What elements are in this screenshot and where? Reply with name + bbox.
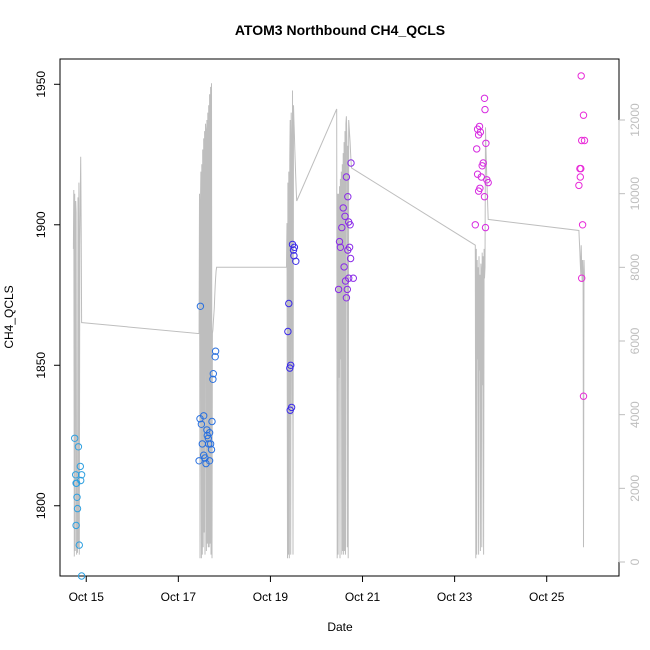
data-point (479, 159, 487, 167)
data-point (577, 72, 585, 80)
y-axis: 1800 1850 1900 1950 (34, 71, 61, 519)
data-point (346, 221, 354, 229)
data-point (342, 294, 351, 302)
data-point (209, 370, 218, 378)
chart-title: ATOM3 Northbound CH4_QCLS (235, 22, 445, 38)
data-point (77, 471, 86, 479)
data-point (339, 204, 347, 212)
x-tick-label: Oct 25 (529, 590, 565, 604)
data-point (577, 164, 585, 173)
data-point (580, 136, 589, 145)
data-point (578, 221, 587, 229)
y2-tick-label: 0 (628, 558, 642, 565)
data-point (284, 327, 292, 336)
data-point (200, 412, 208, 420)
data-point (484, 178, 492, 187)
data-point (345, 274, 353, 282)
data-point (205, 440, 213, 448)
y-axis-right: 0 2000 4000 6000 8000 10000 12000 (618, 103, 642, 565)
data-point (73, 493, 81, 501)
data-point (207, 445, 216, 454)
data-point (343, 285, 351, 294)
data-point (471, 221, 479, 229)
data-point (77, 476, 85, 485)
data-point (76, 462, 85, 471)
x-tick-label: Oct 17 (161, 590, 197, 604)
data-point (285, 299, 293, 308)
data-point (346, 254, 355, 263)
data-point (475, 122, 484, 131)
data-point (77, 572, 86, 580)
data-point (206, 440, 215, 448)
data-point (579, 111, 588, 119)
y-tick-label: 1850 (34, 352, 48, 379)
data-point (205, 457, 214, 465)
data-point (344, 193, 352, 201)
data-point (211, 347, 220, 355)
data-point (576, 173, 584, 181)
y2-tick-label: 10000 (628, 177, 642, 211)
data-point (72, 471, 80, 479)
data-point (473, 145, 481, 153)
data-point (336, 243, 345, 252)
data-point (71, 434, 79, 442)
data-point (72, 521, 80, 530)
data-point (575, 181, 583, 190)
data-point (205, 429, 214, 437)
data-point (341, 212, 349, 221)
data-point (578, 274, 586, 282)
data-point (287, 361, 295, 369)
x-tick-label: Oct 23 (437, 590, 473, 604)
altitude-track (72, 83, 585, 559)
y2-tick-label: 2000 (628, 475, 642, 502)
y2-tick-label: 12000 (628, 103, 642, 137)
data-point (335, 237, 344, 246)
y-tick-label: 1900 (34, 211, 48, 238)
data-point (342, 173, 351, 181)
data-point (211, 353, 219, 361)
data-points (71, 72, 589, 580)
data-point (578, 136, 586, 145)
data-point (74, 443, 83, 451)
data-point (482, 139, 490, 148)
altitude-line (72, 83, 585, 559)
data-point (334, 285, 343, 294)
data-point (579, 392, 588, 400)
data-point (481, 223, 490, 232)
y-tick-label: 1950 (34, 71, 48, 98)
y-axis-label: CH4_QCLS (2, 285, 16, 348)
data-point (209, 375, 217, 383)
data-point (481, 105, 489, 114)
x-tick-label: Oct 19 (253, 590, 289, 604)
data-point (476, 184, 484, 193)
y2-tick-label: 4000 (628, 401, 642, 428)
data-point (480, 94, 489, 103)
data-point (340, 263, 348, 271)
x-axis-label: Date (327, 620, 353, 634)
x-tick-label: Oct 21 (345, 590, 381, 604)
y2-tick-label: 8000 (628, 254, 642, 281)
data-point (197, 420, 206, 428)
y2-tick-label: 6000 (628, 327, 642, 354)
data-point (73, 504, 82, 513)
x-axis: Oct 15 Oct 17 Oct 19 Oct 21 Oct 23 Oct 25 (69, 575, 565, 604)
data-point (338, 223, 346, 232)
data-point (292, 257, 300, 265)
data-point (480, 193, 489, 201)
data-point (476, 128, 485, 136)
data-point (75, 541, 84, 549)
data-point (345, 243, 354, 252)
data-point (195, 457, 203, 465)
data-point (349, 274, 357, 282)
data-point (196, 302, 205, 310)
data-point (347, 159, 355, 167)
x-tick-label: Oct 15 (69, 590, 105, 604)
data-point (208, 417, 216, 426)
data-point (286, 406, 294, 414)
y-tick-label: 1800 (34, 492, 48, 519)
data-point (290, 243, 299, 252)
